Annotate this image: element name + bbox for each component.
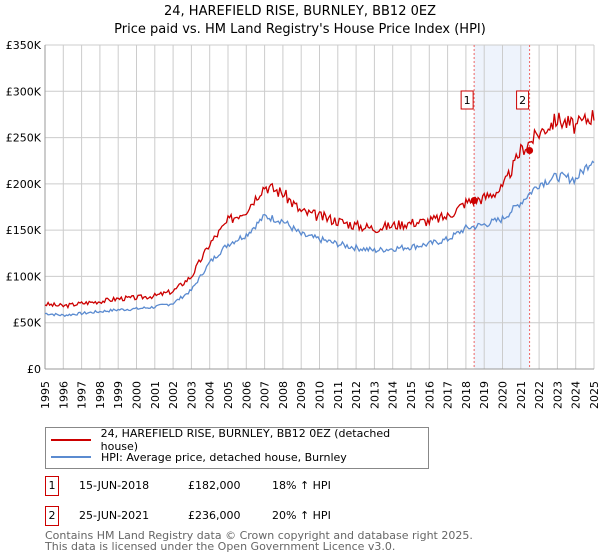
chart-title: 24, HAREFIELD RISE, BURNLEY, BB12 0EZ [164, 4, 436, 19]
y-tick-label: £350K [6, 39, 42, 52]
transaction-price: £182,000 [188, 479, 241, 492]
x-tick-label: 1995 [39, 381, 52, 409]
x-tick-label: 2020 [497, 381, 510, 409]
legend-swatch-hpi [51, 456, 91, 458]
x-tick-label: 1997 [76, 381, 89, 409]
x-tick-label: 2023 [551, 381, 564, 409]
legend-label-hpi: HPI: Average price, detached house, Burn… [101, 450, 347, 464]
series-line-hpi [44, 160, 595, 318]
transaction-delta: 20% ↑ HPI [272, 509, 331, 522]
x-tick-label: 2016 [423, 381, 436, 409]
x-tick-label: 2005 [222, 381, 235, 409]
x-tick-label: 1999 [112, 381, 125, 409]
x-tick-label: 2006 [240, 381, 253, 409]
y-tick-label: £250K [6, 132, 42, 145]
legend-swatch-property [51, 439, 91, 441]
y-tick-label: £150K [6, 224, 42, 237]
transaction-date: 25-JUN-2021 [79, 509, 150, 522]
y-tick-label: £300K [6, 85, 42, 98]
x-tick-label: 2022 [533, 381, 546, 409]
legend: 24, HAREFIELD RISE, BURNLEY, BB12 0EZ (d… [45, 427, 429, 469]
x-tick-label: 2004 [204, 381, 217, 409]
y-tick-label: £200K [6, 178, 42, 191]
x-tick-label: 2003 [185, 381, 198, 409]
x-tick-label: 1998 [94, 381, 107, 409]
y-tick-label: £0 [27, 363, 41, 376]
x-tick-label: 2012 [350, 381, 363, 409]
x-tick-label: 2018 [460, 381, 473, 409]
x-tick-label: 1996 [57, 381, 70, 409]
x-tick-label: 2009 [295, 381, 308, 409]
x-tick-label: 2001 [149, 381, 162, 409]
sale-marker-number: 1 [464, 94, 471, 107]
x-tick-label: 2017 [442, 381, 455, 409]
footer-licence: This data is licensed under the Open Gov… [45, 540, 396, 553]
x-tick-label: 2024 [570, 381, 583, 409]
x-tick-label: 2010 [314, 381, 327, 409]
x-tick-label: 2019 [478, 381, 491, 409]
sale-point [526, 147, 534, 155]
x-tick-label: 2007 [259, 381, 272, 409]
chart: 1995 1996 1997 1998 1999 2000 2001 2002 2003 2004… [6, 39, 600, 409]
sale-marker-badge [516, 90, 530, 110]
transaction-delta: 18% ↑ HPI [272, 479, 331, 492]
marker-badge: 1 [45, 476, 59, 496]
y-tick-label: £100K [6, 270, 42, 283]
x-tick-label: 2014 [387, 381, 400, 409]
x-tick-label: 2002 [167, 381, 180, 409]
x-tick-label: 2013 [368, 381, 381, 409]
sale-marker-badge [460, 90, 474, 110]
x-tick-label: 2025 [588, 381, 600, 409]
transaction-date: 15-JUN-2018 [79, 479, 150, 492]
footer: Contains HM Land Registry data © Crown c… [45, 530, 473, 552]
transaction-price: £236,000 [188, 509, 241, 522]
chart-subtitle: Price paid vs. HM Land Registry's House … [114, 22, 486, 37]
series-line-property [44, 110, 595, 310]
marker-badge: 2 [45, 506, 59, 526]
x-tick-label: 2011 [332, 381, 345, 409]
x-tick-label: 2008 [277, 381, 290, 409]
x-tick-label: 2015 [405, 381, 418, 409]
footer-copyright: Contains HM Land Registry data © Crown c… [45, 529, 473, 542]
y-tick-label: £50K [13, 317, 42, 330]
x-tick-label: 2021 [515, 381, 528, 409]
legend-label-property: 24, HAREFIELD RISE, BURNLEY, BB12 0EZ (d… [100, 427, 391, 453]
sale-point [470, 197, 478, 205]
x-tick-label: 2000 [131, 381, 144, 409]
sale-marker-number: 2 [519, 94, 526, 107]
